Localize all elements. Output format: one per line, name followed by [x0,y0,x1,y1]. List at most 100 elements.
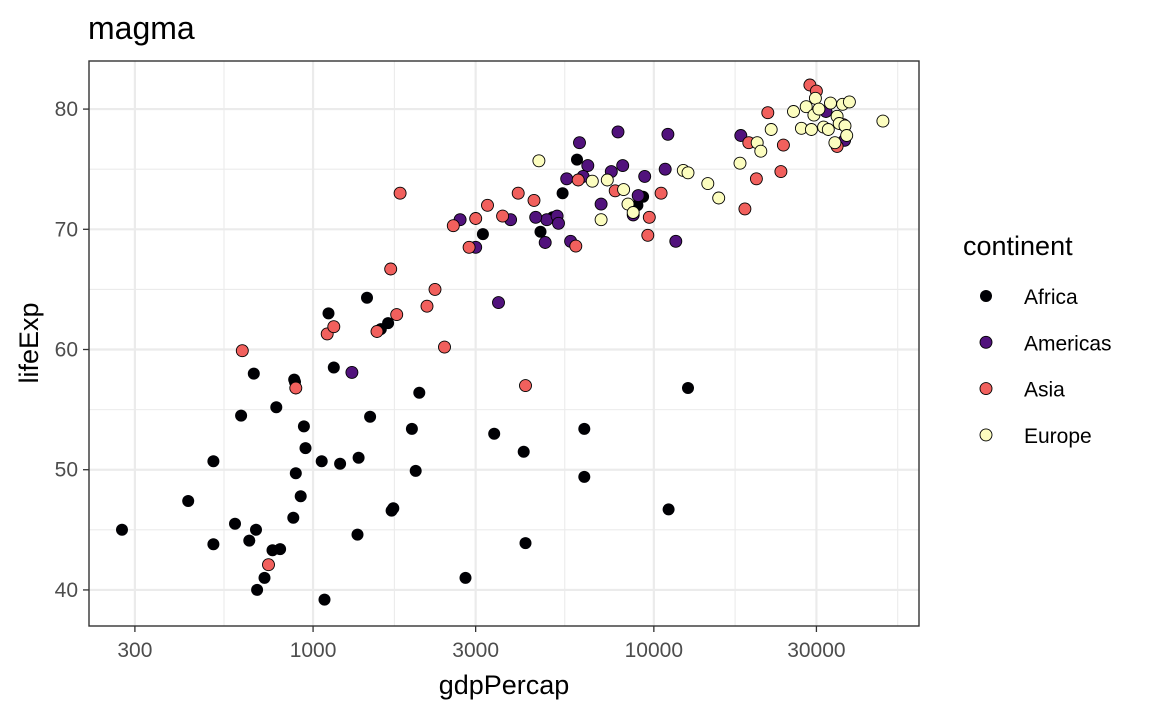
data-point-americas [573,136,586,150]
data-point-europe [804,123,818,136]
data-point-africa [235,409,248,422]
data-point-africa [413,386,426,399]
data-point-asia [511,186,525,200]
data-point-americas [658,162,672,176]
data-point-asia [390,308,404,322]
data-point-africa [334,457,347,470]
data-point-asia [527,193,541,207]
data-point-europe [626,206,640,219]
data-point-africa [318,593,331,606]
data-point-asia [438,340,451,354]
x-tick-label: 300 [117,639,152,662]
data-point-europe [764,123,778,136]
data-point-africa [258,571,271,584]
data-point-asia [462,240,476,254]
data-point-asia [262,558,275,572]
legend-key-europe [979,428,993,442]
points-layer [116,78,890,606]
data-point-asia [370,325,384,338]
legend-items: Africa Americas Asia Europe [979,286,1112,448]
x-tick-label: 30000 [787,639,845,662]
data-point-africa [459,571,472,584]
legend-key-americas [979,335,993,349]
data-point-europe [701,177,715,191]
data-point-africa [578,470,591,483]
data-point-asia [393,186,407,200]
data-point-africa [207,455,220,468]
data-point-africa [519,537,532,550]
data-point-europe [532,154,546,168]
data-point-europe [585,174,599,188]
legend-label-asia: Asia [1024,379,1065,402]
data-point-africa [247,367,260,380]
data-point-asia [738,202,752,216]
data-point-africa [578,422,591,435]
data-point-europe [840,129,854,142]
data-point-americas [552,216,565,230]
data-point-africa [289,467,302,480]
x-tick-label: 10000 [625,639,683,662]
data-point-africa [250,523,262,536]
data-point-africa [361,291,373,304]
legend: continent Africa Americas Asia Europe [963,231,1112,448]
data-point-africa [571,153,583,166]
x-tick-label: 1000 [290,639,337,662]
data-point-americas [538,236,552,249]
data-point-africa [299,442,312,455]
data-point-americas [631,189,645,203]
data-point-africa [270,401,283,414]
data-point-africa [243,534,256,547]
data-point-africa [287,511,300,524]
data-point-africa [534,225,547,238]
data-point-africa [682,382,694,394]
data-point-europe [876,114,890,128]
data-point-asia [481,198,494,212]
data-point-asia [446,219,460,233]
data-point-europe [808,91,822,105]
data-point-asia [749,172,763,186]
legend-title: continent [963,231,1073,261]
data-point-africa [229,517,241,530]
data-point-africa [351,528,364,541]
data-point-europe [787,105,800,118]
data-point-americas [734,129,748,142]
data-point-asia [289,381,303,395]
data-point-asia [571,173,585,187]
y-tick-label: 50 [55,459,78,482]
data-point-europe [799,100,813,114]
data-point-americas [669,234,683,248]
data-point-americas [581,159,595,173]
x-tick-label: 3000 [452,639,499,662]
axes-layer: 300 1000 3000 10000 30000 40 50 60 70 80 [55,98,846,662]
data-point-europe [828,136,842,150]
data-point-europe [821,123,835,136]
data-point-africa [517,445,530,458]
data-point-africa [488,427,501,440]
data-point-asia [327,320,341,334]
data-point-asia [420,299,434,313]
data-point-africa [352,451,365,464]
data-point-africa [274,543,287,556]
data-point-asia [235,344,249,358]
legend-label-europe: Europe [1024,425,1092,448]
grid-layer [89,61,919,626]
data-point-europe [600,173,614,187]
data-point-africa [116,523,128,536]
data-point-americas [611,125,625,139]
y-tick-label: 40 [55,579,78,602]
data-point-asia [774,165,788,179]
data-point-africa [387,502,400,515]
data-point-americas [345,365,359,379]
data-point-africa [315,455,328,468]
data-point-americas [560,172,574,186]
data-point-europe [812,102,826,116]
data-point-africa [327,361,340,374]
data-point-africa [182,495,195,507]
data-point-asia [519,379,532,393]
chart-title: magma [88,10,195,46]
data-point-americas [594,197,608,211]
data-point-africa [322,307,335,320]
data-point-africa [207,538,220,551]
